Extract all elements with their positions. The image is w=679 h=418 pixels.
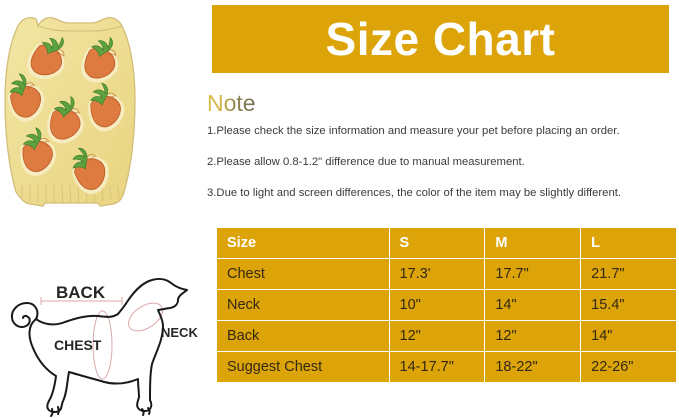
svg-text:NECK: NECK (161, 325, 198, 340)
svg-text:BACK: BACK (56, 283, 106, 302)
svg-text:CHEST: CHEST (54, 337, 102, 353)
